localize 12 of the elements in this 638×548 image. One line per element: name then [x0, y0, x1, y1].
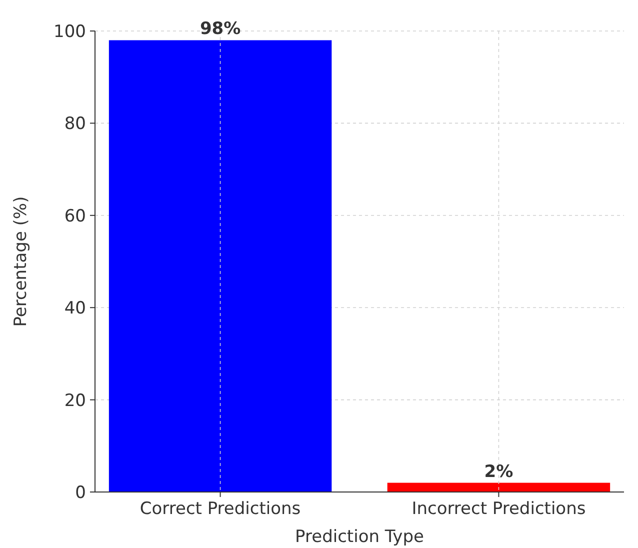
y-tick-label: 40 — [64, 298, 86, 319]
y-tick-label: 20 — [64, 390, 86, 411]
x-tick-label: Incorrect Predictions — [412, 499, 586, 519]
y-axis-title: Percentage (%) — [11, 196, 31, 327]
y-tick-label: 80 — [64, 114, 86, 134]
y-tick-label: 100 — [54, 22, 86, 42]
x-axis-title: Prediction Type — [295, 527, 424, 547]
x-tick-label: Correct Predictions — [140, 499, 301, 519]
data-label: 2% — [484, 462, 514, 482]
y-tick-label: 60 — [64, 206, 86, 226]
y-tick-label: 0 — [75, 482, 86, 503]
data-label: 98% — [200, 19, 241, 40]
